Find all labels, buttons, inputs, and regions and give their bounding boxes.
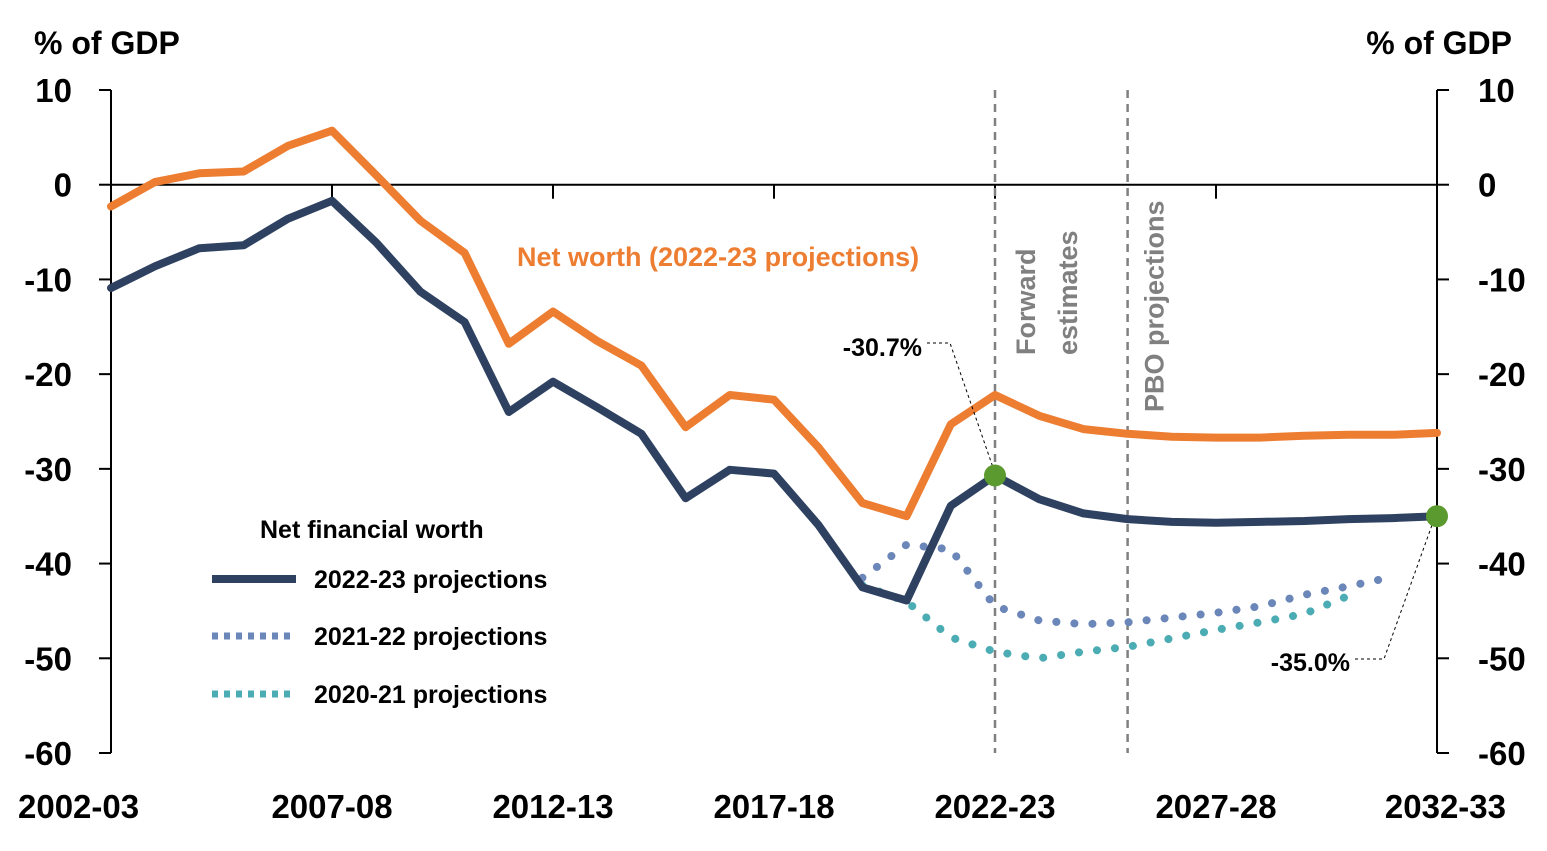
y-tick-label-left: -10	[24, 261, 72, 298]
y-tick-label-right: 0	[1478, 167, 1496, 204]
series-line-net_worth	[107, 126, 1441, 521]
vertical-line-label: Forward estimates	[1011, 230, 1083, 355]
vertical-line-label: PBO projections	[1140, 200, 1170, 412]
annotation-marker	[1426, 505, 1448, 528]
series-line-nfw_2020	[858, 581, 1353, 663]
series-line-nfw_2021	[858, 540, 1397, 629]
y-axis-label-left: % of GDP	[34, 25, 180, 61]
y-tick-label-right: -30	[1478, 451, 1526, 488]
y-tick-label-right: 10	[1478, 72, 1515, 109]
x-tick-label: 2032-33	[1385, 788, 1506, 825]
vertical-line-label-line: Forward	[1011, 248, 1041, 355]
x-tick-label: 2012-13	[492, 788, 613, 825]
vertical-line-label-line: PBO projections	[1140, 200, 1170, 412]
series-label-net-worth: Net worth (2022-23 projections)	[517, 242, 919, 272]
y-tick-label-left: -60	[24, 735, 72, 772]
y-tick-label-right: -40	[1478, 546, 1526, 583]
x-tick-label: 2002-03	[18, 788, 139, 825]
y-tick-label-right: -60	[1478, 735, 1526, 772]
y-tick-label-left: -20	[24, 356, 72, 393]
x-tick-label: 2007-08	[271, 788, 392, 825]
y-tick-label-right: -50	[1478, 640, 1526, 677]
series-layer	[107, 126, 1441, 663]
annotation-label: -35.0%	[1271, 649, 1350, 677]
annotation-label: -30.7%	[843, 334, 922, 362]
vertical-lines-layer: Forward estimates PBO projections	[993, 90, 1170, 753]
annotation-leader	[1355, 522, 1434, 660]
legend-entry-label: 2020-21 projections	[314, 681, 547, 709]
y-tick-label-left: -50	[24, 640, 72, 677]
annotations-layer: -30.7% -35.0%	[843, 334, 1448, 677]
x-tick-label: 2022-23	[934, 788, 1055, 825]
annotation-marker	[984, 464, 1006, 487]
y-tick-label-right: -10	[1478, 261, 1526, 298]
y-tick-label-left: -30	[24, 451, 72, 488]
y-tick-label-left: 0	[54, 167, 72, 204]
y-tick-label-left: -40	[24, 546, 72, 583]
annotation-leader	[927, 342, 994, 468]
series-line-nfw_2022	[107, 196, 1441, 605]
y-axis-label-right: % of GDP	[1366, 25, 1512, 61]
y-tick-label-right: -20	[1478, 356, 1526, 393]
legend-entry-label: 2022-23 projections	[314, 566, 547, 594]
axis-layer: 10 10 0 0 -10 -10 -20 -20 -30 -30 -40 -40 -50 -50 -60 -…	[18, 72, 1526, 825]
legend-entry-label: 2021-22 projections	[314, 623, 547, 651]
x-tick-label: 2027-28	[1155, 788, 1276, 825]
vertical-line-label-line: estimates	[1053, 230, 1083, 355]
y-tick-label-left: 10	[35, 72, 72, 109]
x-tick-label: 2017-18	[713, 788, 834, 825]
legend-title: Net financial worth	[260, 516, 484, 544]
legend: Net financial worth 2022-23 projections 20…	[212, 516, 547, 709]
